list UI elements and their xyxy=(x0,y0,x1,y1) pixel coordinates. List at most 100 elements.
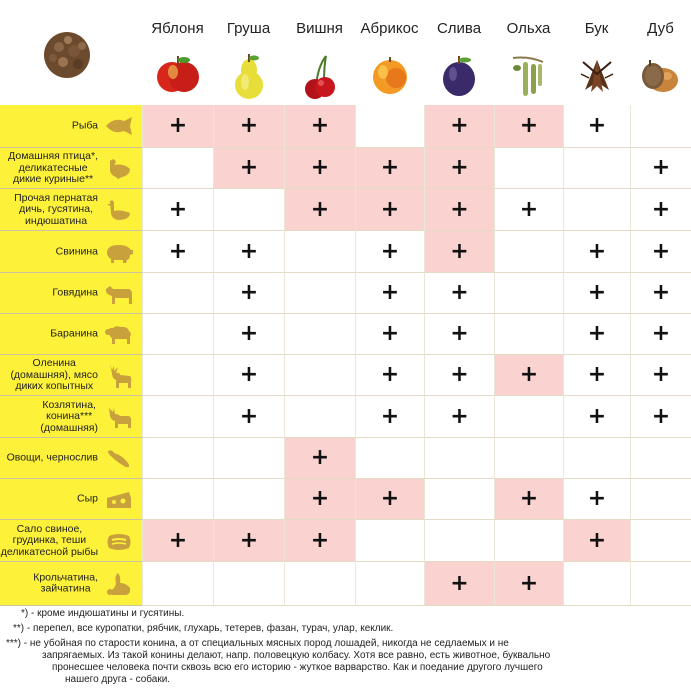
rabbit-icon xyxy=(104,572,134,595)
table-cell xyxy=(142,314,213,355)
table-cell: + xyxy=(213,148,284,189)
table-cell: + xyxy=(563,479,630,520)
plus-mark: + xyxy=(587,403,607,429)
row-label-text: Сыр xyxy=(77,492,98,505)
table-cell: + xyxy=(142,231,213,273)
plus-mark: + xyxy=(239,238,259,264)
table-cell: + xyxy=(494,479,563,520)
table-cell: + xyxy=(630,231,691,273)
table-cell: + xyxy=(630,273,691,314)
wood-chips-icon xyxy=(0,0,142,105)
plus-mark: + xyxy=(651,196,671,222)
alder-catkin-icon xyxy=(507,52,551,107)
table-cell: + xyxy=(563,520,630,562)
row-label-text: Баранина xyxy=(50,327,98,340)
table-cell: + xyxy=(142,105,213,148)
table-cell: + xyxy=(494,189,563,231)
table-cell: + xyxy=(563,314,630,355)
goat-icon xyxy=(104,406,134,428)
pear-icon xyxy=(227,52,271,105)
table-cell: + xyxy=(284,189,355,231)
plus-mark: + xyxy=(310,527,330,553)
table-cell: + xyxy=(213,520,284,562)
sheep-icon xyxy=(104,323,134,345)
table-cell xyxy=(355,562,424,606)
plus-mark: + xyxy=(380,196,400,222)
footnote-3-cont: нашего друга - собаки. xyxy=(65,674,171,685)
footnote-2: **) - перепел, все куропатки, рябчик, гл… xyxy=(13,623,394,634)
row-label: Козлятина, конина*** (домашняя) xyxy=(0,396,142,438)
row-label: Рыба xyxy=(0,105,142,148)
plus-mark: + xyxy=(239,280,259,305)
table-cell xyxy=(284,562,355,606)
row-label-text: Овощи, чернослив xyxy=(6,451,98,464)
table-cell: + xyxy=(284,438,355,479)
cow-icon xyxy=(104,282,134,304)
plus-mark: + xyxy=(450,570,469,596)
column-header: Груша xyxy=(213,0,284,105)
plus-mark: + xyxy=(450,280,469,305)
table-cell xyxy=(563,148,630,189)
table-cell: + xyxy=(424,231,494,273)
plus-mark: + xyxy=(168,196,188,222)
footnote-3: ***) - не убойная по старости конина, а … xyxy=(6,638,509,649)
table-cell: + xyxy=(563,355,630,396)
row-label-text: Говядина xyxy=(52,286,98,299)
table-cell: + xyxy=(355,479,424,520)
row-label: Сало свиное, грудинка, теши деликатесной… xyxy=(0,520,142,562)
table-cell xyxy=(355,520,424,562)
plum-icon xyxy=(437,52,481,103)
table-cell xyxy=(284,231,355,273)
table-cell: + xyxy=(494,105,563,148)
plus-mark: + xyxy=(450,196,469,222)
table-cell: + xyxy=(630,314,691,355)
table-cell xyxy=(630,105,691,148)
table-cell xyxy=(142,355,213,396)
table-cell: + xyxy=(630,148,691,189)
table-cell xyxy=(284,273,355,314)
table-cell xyxy=(494,231,563,273)
table-cell: + xyxy=(424,396,494,438)
plus-mark: + xyxy=(587,362,607,387)
table-cell: + xyxy=(213,396,284,438)
plus-mark: + xyxy=(310,445,330,470)
column-header: Ольха xyxy=(494,0,563,105)
plus-mark: + xyxy=(239,321,259,346)
table-cell: + xyxy=(563,105,630,148)
footnote-3-cont: запрягаемых. Из такой конины делают, нап… xyxy=(42,650,551,661)
table-cell xyxy=(424,438,494,479)
table-cell: + xyxy=(494,562,563,606)
row-label: Прочая пернатая дичь, гусятина, индюшати… xyxy=(0,189,142,231)
table-cell: + xyxy=(355,314,424,355)
table-cell xyxy=(142,148,213,189)
table-cell: + xyxy=(355,189,424,231)
table-cell xyxy=(563,562,630,606)
apricot-icon xyxy=(368,52,412,101)
table-cell: + xyxy=(213,105,284,148)
table-cell xyxy=(355,438,424,479)
plus-mark: + xyxy=(450,321,469,346)
plus-mark: + xyxy=(450,113,469,138)
plus-mark: + xyxy=(651,280,671,305)
table-cell: + xyxy=(424,355,494,396)
plus-mark: + xyxy=(450,403,469,429)
table-cell: + xyxy=(355,148,424,189)
table-cell: + xyxy=(630,396,691,438)
plus-mark: + xyxy=(380,362,400,387)
table-cell: + xyxy=(284,479,355,520)
table-cell xyxy=(284,314,355,355)
table-cell xyxy=(494,314,563,355)
plus-mark: + xyxy=(239,403,259,429)
plus-mark: + xyxy=(380,280,400,305)
plus-mark: + xyxy=(587,486,607,511)
plus-mark: + xyxy=(380,238,400,264)
row-label-text: Крольчатина, зайчатина xyxy=(33,571,98,595)
column-header: Слива xyxy=(424,0,494,105)
plus-mark: + xyxy=(587,238,607,264)
table-cell: + xyxy=(142,520,213,562)
column-name: Абрикос xyxy=(360,20,419,37)
column-header: Абрикос xyxy=(355,0,424,105)
plus-mark: + xyxy=(168,113,188,138)
beechnut-icon xyxy=(575,52,619,105)
acorn-icon xyxy=(637,52,685,101)
